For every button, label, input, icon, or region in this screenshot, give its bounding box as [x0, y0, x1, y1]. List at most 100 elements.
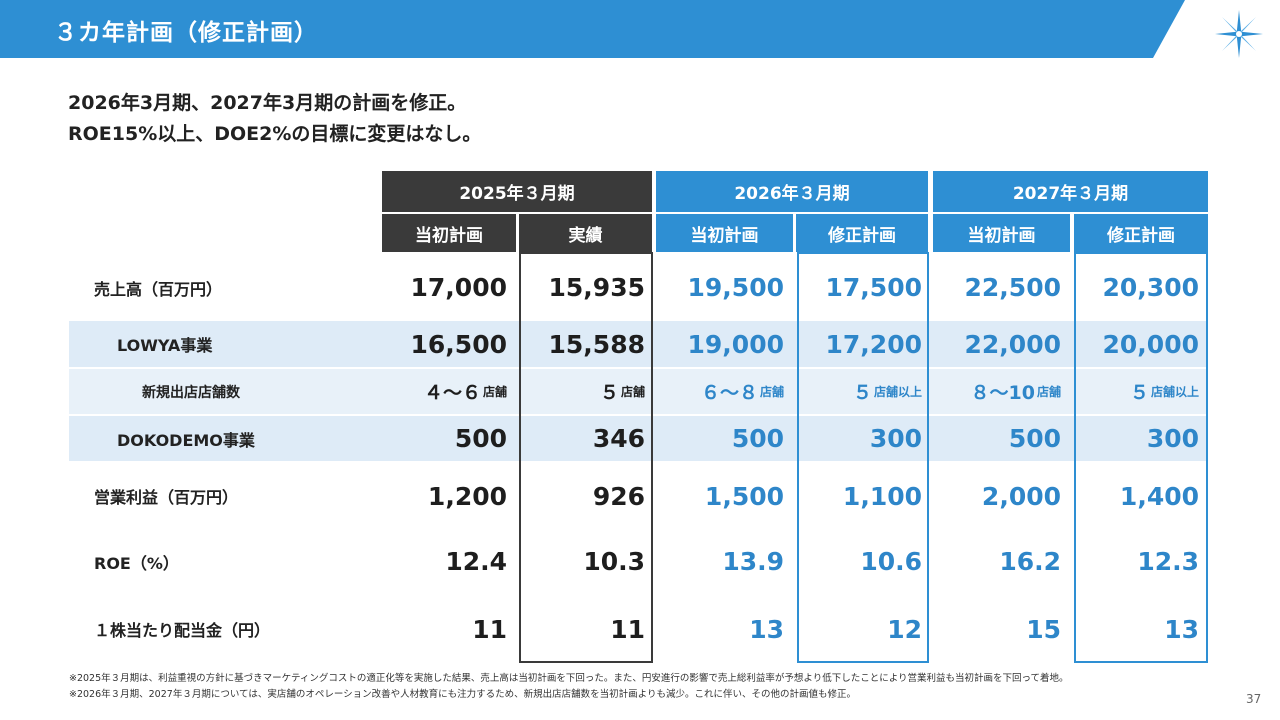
table-cell: ５ 店舗 [515, 369, 645, 414]
cell-value: 16,500 [410, 329, 507, 359]
table-cell: 15 [931, 596, 1061, 662]
table-cell: 17,000 [377, 257, 507, 318]
page-number: 37 [1246, 692, 1262, 706]
table-cell: ４～６ 店舗 [377, 369, 507, 414]
subheader-2027-revised: 修正計画 [1074, 214, 1208, 252]
cell-value: ５ [852, 382, 872, 404]
cell-value: 20,000 [1102, 329, 1199, 359]
compass-star-icon [1215, 10, 1263, 58]
table-cell: 1,200 [377, 465, 507, 527]
cell-value: 12.4 [445, 547, 507, 576]
table-cell: 11 [377, 596, 507, 662]
table-cell: ８～10 店舗 [931, 369, 1061, 414]
cell-value: 11 [610, 614, 645, 644]
cell-unit-suffix: 店舗以上 [873, 385, 922, 399]
table-cell: ５ 店舗以上 [1069, 369, 1199, 414]
cell-value: ８～10 [970, 382, 1035, 404]
table-cell: 15,588 [515, 321, 645, 367]
cell-unit-suffix: 店舗 [1036, 385, 1061, 399]
table-cell: 20,300 [1069, 257, 1199, 318]
table-cell: 12.4 [377, 530, 507, 593]
table-cell: 346 [515, 416, 645, 461]
cell-value: 15 [1026, 614, 1061, 644]
year-header-2026: 2026年３月期 [656, 171, 928, 212]
row-label-roe: ROE（%） [94, 553, 179, 573]
table-cell: 500 [654, 416, 784, 461]
cell-value: 17,500 [825, 273, 922, 302]
subheader-2026-initial: 当初計画 [656, 214, 793, 252]
table-cell: 300 [1069, 416, 1199, 461]
cell-value: 22,500 [964, 273, 1061, 302]
table-cell: 17,200 [792, 321, 922, 367]
cell-value: 22,000 [964, 329, 1061, 359]
footnote-2: ※2026年３月期、2027年３月期については、実店舗のオペレーション改善や人材… [69, 689, 856, 700]
cell-value: 12.3 [1137, 547, 1199, 576]
cell-value: ６～８ [700, 382, 758, 404]
cell-unit-suffix: 店舗 [620, 385, 645, 399]
cell-value: 11 [472, 614, 507, 644]
cell-value: 17,200 [825, 329, 922, 359]
row-label-sales: 売上高（百万円） [94, 279, 223, 299]
cell-value: ４～６ [423, 382, 481, 404]
table-cell: 13 [654, 596, 784, 662]
table-cell: 2,000 [931, 465, 1061, 527]
cell-value: 1,400 [1119, 481, 1199, 511]
table-cell: 19,500 [654, 257, 784, 318]
lead-line-2: ROE15%以上、DOE2%の目標に変更はなし。 [68, 123, 482, 145]
table-cell: ５ 店舗以上 [792, 369, 922, 414]
table-cell: ６～８ 店舗 [654, 369, 784, 414]
table-cell: 22,000 [931, 321, 1061, 367]
cell-value: 13 [1164, 614, 1199, 644]
table-cell: 300 [792, 416, 922, 461]
table-cell: 10.3 [515, 530, 645, 593]
cell-value: 500 [731, 424, 784, 453]
row-background-dokodemo [69, 416, 1208, 461]
table-cell: 20,000 [1069, 321, 1199, 367]
row-background-operating-profit [69, 465, 1208, 527]
footnote-1: ※2025年３月期は、利益重視の方針に基づきマーケティングコストの適正化等を実施… [69, 673, 1069, 684]
cell-value: 12 [887, 614, 922, 644]
cell-value: 13.9 [722, 547, 784, 576]
cell-value: 15,935 [548, 273, 645, 302]
table-cell: 16,500 [377, 321, 507, 367]
subheader-2025-initial: 当初計画 [382, 214, 516, 252]
cell-value: 13 [749, 614, 784, 644]
cell-value: ５ [1129, 382, 1149, 404]
cell-value: 500 [454, 424, 507, 453]
cell-value: 300 [1146, 424, 1199, 453]
year-header-2025: 2025年３月期 [382, 171, 652, 212]
cell-value: 1,200 [427, 481, 507, 511]
cell-value: 10.6 [860, 547, 922, 576]
cell-value: 16.2 [999, 547, 1061, 576]
row-background-lowya [69, 321, 1208, 367]
cell-unit-suffix: 店舗以上 [1150, 385, 1199, 399]
table-cell: 13 [1069, 596, 1199, 662]
cell-value: 10.3 [583, 547, 645, 576]
row-background-new-stores [69, 369, 1208, 414]
cell-unit-suffix: 店舗 [482, 385, 507, 399]
table-cell: 10.6 [792, 530, 922, 593]
row-label-lowya: LOWYA事業 [117, 336, 213, 355]
row-label-dividend: １株当たり配当金（円） [94, 621, 271, 640]
table-cell: 12.3 [1069, 530, 1199, 593]
table-cell: 1,400 [1069, 465, 1199, 527]
cell-value: 300 [869, 424, 922, 453]
table-cell: 500 [377, 416, 507, 461]
table-cell: 1,500 [654, 465, 784, 527]
table-cell: 17,500 [792, 257, 922, 318]
title-banner [0, 0, 1185, 58]
table-cell: 12 [792, 596, 922, 662]
row-label-dokodemo: DOKODEMO事業 [117, 430, 255, 450]
cell-value: 1,500 [704, 481, 784, 511]
row-label-operating-profit: 営業利益（百万円） [94, 488, 239, 507]
cell-value: 19,500 [687, 273, 784, 302]
cell-value: 1,100 [842, 481, 922, 511]
table-cell: 22,500 [931, 257, 1061, 318]
cell-value: 500 [1008, 424, 1061, 453]
cell-value: 346 [592, 424, 645, 453]
cell-value: 926 [592, 481, 645, 511]
cell-value: 19,000 [687, 329, 784, 359]
cell-value: 17,000 [410, 273, 507, 302]
year-header-2027: 2027年３月期 [933, 171, 1208, 212]
cell-value: 2,000 [981, 481, 1061, 511]
